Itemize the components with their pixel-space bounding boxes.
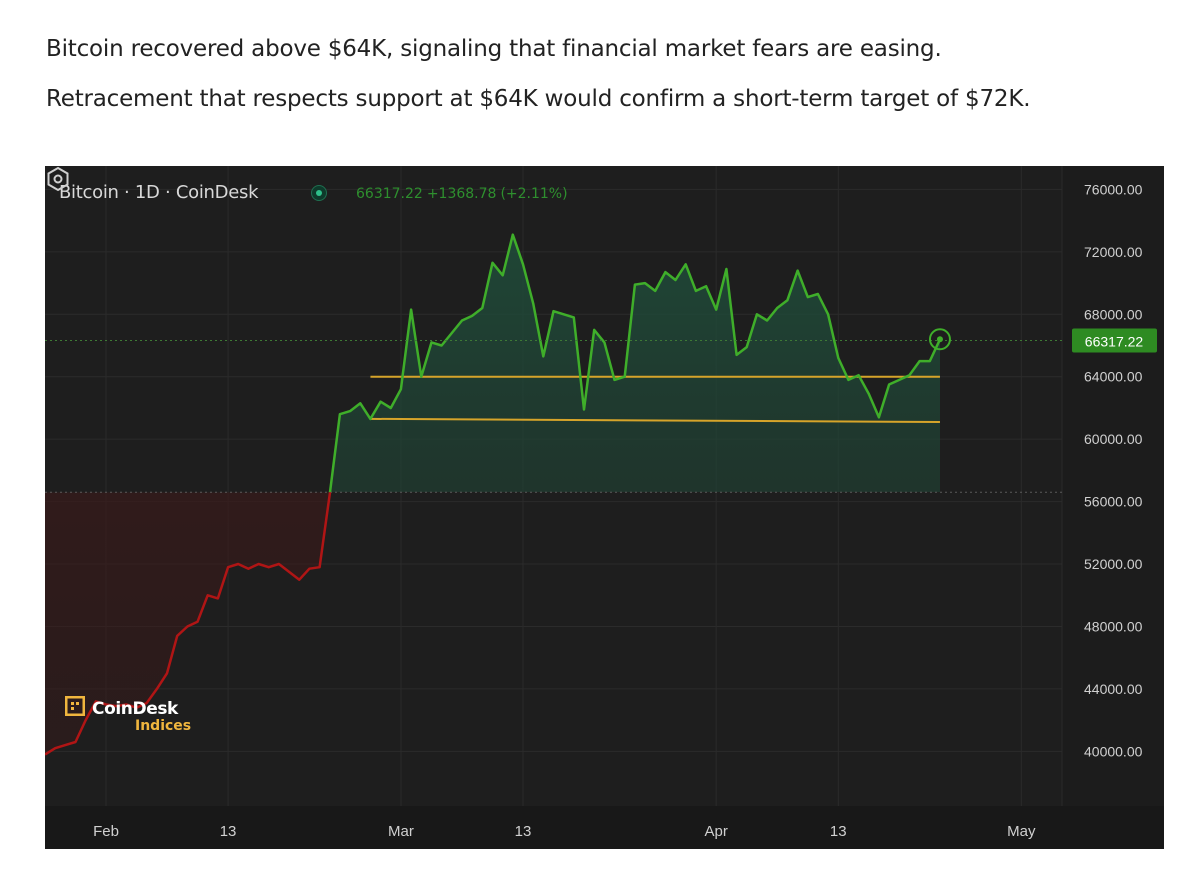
last-point-ring [928, 328, 951, 351]
chart-symbol-title: Bitcoin · 1D · CoinDesk [59, 182, 259, 203]
chart-last-price: 66317.22 [356, 186, 423, 202]
time-axis-tick-label: Apr [705, 823, 728, 840]
last-price-badge [1072, 328, 1157, 353]
price-axis-tick-label: 64000.00 [1084, 369, 1143, 385]
support-line [370, 417, 940, 423]
watermark-brand: CoinDesk [92, 699, 178, 719]
watermark-sub: Indices [135, 718, 192, 734]
price-axis-tick-label: 72000.00 [1084, 244, 1143, 260]
time-axis-tick-label: 13 [220, 823, 237, 840]
price-axis-tick-label: 40000.00 [1084, 743, 1143, 759]
article-paragraph-line-1: Bitcoin recovered above $64K, signaling … [46, 36, 942, 62]
chart-quote: 66317.22 +1368.78 (+2.11%) [356, 186, 572, 202]
price-chart-panel[interactable]: 76000.00 72000.00 68000.00 64000.00 60000.00… [45, 166, 1164, 849]
price-axis-tick-label: 52000.00 [1084, 556, 1143, 572]
time-axis-tick-label: Mar [388, 823, 414, 840]
price-axis-tick-label: 44000.00 [1084, 681, 1143, 697]
price-axis-tick-label: 68000.00 [1084, 306, 1143, 322]
price-chart[interactable]: 76000.00 72000.00 68000.00 64000.00 60000.00… [45, 166, 1164, 849]
price-axis-tick-label: 56000.00 [1084, 494, 1143, 510]
last-point-dot [936, 336, 943, 343]
last-price-badge-label: 66317.22 [1085, 334, 1144, 350]
chart-change-percent: (+2.11%) [500, 186, 568, 202]
time-axis-tick-label: Feb [93, 823, 119, 840]
price-series-line-below [45, 492, 332, 756]
coindesk-logo-icon [65, 696, 85, 716]
time-axis-tick-label: 13 [830, 823, 847, 840]
price-axis-tick-label: 76000.00 [1084, 181, 1143, 197]
price-series-line-above [328, 233, 942, 493]
time-axis-tick-label: 13 [515, 823, 532, 840]
chart-settings-icon[interactable] [45, 166, 71, 192]
area-fill-above-baseline [45, 234, 940, 493]
article-paragraph-line-2: Retracement that respects support at $64… [46, 86, 1031, 112]
price-axis-background [1062, 166, 1164, 806]
area-fill-below-baseline [45, 492, 330, 755]
time-axis-background [45, 806, 1164, 849]
live-dot-icon [311, 185, 327, 201]
chart-change: +1368.78 [426, 186, 497, 202]
price-axis-tick-label: 60000.00 [1084, 431, 1143, 447]
time-axis-tick-label: May [1007, 823, 1036, 840]
price-axis-tick-label: 48000.00 [1084, 618, 1143, 634]
